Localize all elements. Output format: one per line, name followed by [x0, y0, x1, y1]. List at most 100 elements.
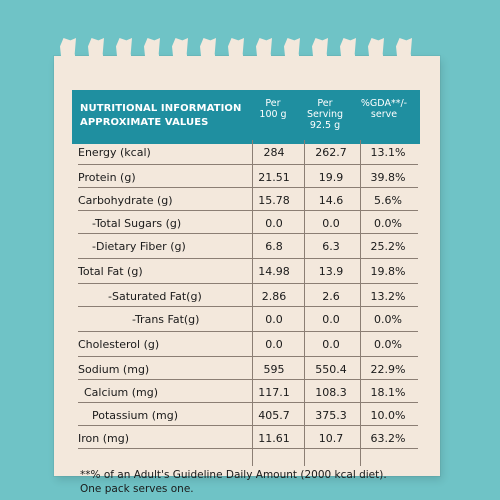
value-per-100g: 405.7 [258, 409, 290, 422]
paper-tear [284, 38, 300, 62]
value-gda: 5.6% [374, 194, 402, 207]
footnote: **% of an Adult's Guideline Daily Amount… [80, 468, 430, 496]
header-col-line: Per [317, 98, 333, 109]
value-per-serving: 10.7 [318, 432, 344, 445]
table-row: Sodium (mg) 595 550.4 22.9% [78, 357, 418, 380]
value-per-100g: 0.0 [265, 338, 283, 351]
column-divider [304, 140, 305, 466]
value-per-serving: 375.3 [315, 409, 347, 422]
value-per-serving: 0.0 [322, 313, 340, 326]
nutrient-name: -Saturated Fat(g) [108, 290, 202, 303]
header-title-line: NUTRITIONAL INFORMATION [80, 103, 242, 114]
value-gda: 0.0% [374, 313, 402, 326]
nutrition-label-paper: NUTRITIONAL INFORMATION APPROXIMATE VALU… [54, 38, 440, 495]
value-per-serving: 6.3 [322, 240, 340, 253]
value-per-serving: 108.3 [315, 386, 347, 399]
value-per-100g: 0.0 [265, 313, 283, 326]
value-gda: 0.0% [374, 338, 402, 351]
paper-tear [340, 38, 356, 62]
nutrient-name: Sodium (mg) [78, 363, 150, 376]
value-per-100g: 21.51 [258, 171, 290, 184]
column-divider [252, 140, 253, 466]
table-row: -Trans Fat(g) 0.0 0.0 0.0% [78, 307, 418, 332]
value-per-100g: 6.8 [265, 240, 283, 253]
table-row: -Dietary Fiber (g) 6.8 6.3 25.2% [78, 234, 418, 259]
paper-tear [256, 38, 272, 62]
value-per-serving: 19.9 [318, 171, 344, 184]
column-divider [360, 140, 361, 466]
nutrient-name: -Trans Fat(g) [132, 313, 200, 326]
header-per-serving: Per Serving 92.5 g [298, 98, 352, 131]
table-row: Potassium (mg) 405.7 375.3 10.0% [78, 403, 418, 426]
value-per-100g: 2.86 [261, 290, 287, 303]
nutrient-name: Energy (kcal) [78, 146, 151, 159]
header-col-line: serve [370, 109, 398, 120]
nutrient-name: Cholesterol (g) [78, 338, 160, 351]
value-gda: 19.8% [370, 265, 406, 278]
header-title: NUTRITIONAL INFORMATION APPROXIMATE VALU… [80, 102, 250, 130]
paper-tear [60, 38, 76, 62]
header-col-line: %GDA**/- [360, 98, 408, 109]
paper-tear [144, 38, 160, 62]
header-col-line: Per [265, 98, 281, 109]
nutrition-table: Energy (kcal) 284 262.7 13.1% Protein (g… [78, 140, 418, 449]
nutrient-name: -Total Sugars (g) [92, 217, 182, 230]
value-gda: 0.0% [374, 217, 402, 230]
header-col-line: 100 g [259, 109, 287, 120]
header-per-100g: Per 100 g [254, 98, 292, 120]
value-gda: 18.1% [370, 386, 406, 399]
paper-tear [368, 38, 384, 62]
table-row: Iron (mg) 11.61 10.7 63.2% [78, 426, 418, 449]
nutrient-name: Potassium (mg) [92, 409, 179, 422]
value-per-100g: 0.0 [265, 217, 283, 230]
nutrient-name: Total Fat (g) [78, 265, 143, 278]
value-gda: 39.8% [370, 171, 406, 184]
table-row: Calcium (mg) 117.1 108.3 18.1% [78, 380, 418, 403]
value-gda: 13.1% [370, 146, 406, 159]
value-per-100g: 14.98 [258, 265, 290, 278]
value-gda: 22.9% [370, 363, 406, 376]
value-per-100g: 595 [263, 363, 285, 376]
value-per-100g: 15.78 [258, 194, 290, 207]
nutrient-name: Protein (g) [78, 171, 136, 184]
paper-tear [200, 38, 216, 62]
paper-tear [396, 38, 412, 62]
value-per-serving: 262.7 [315, 146, 347, 159]
value-gda: 63.2% [370, 432, 406, 445]
value-per-serving: 2.6 [322, 290, 340, 303]
value-per-100g: 117.1 [258, 386, 290, 399]
paper-tear [228, 38, 244, 62]
nutrient-name: -Dietary Fiber (g) [92, 240, 186, 253]
value-per-serving: 0.0 [322, 338, 340, 351]
paper-tear [172, 38, 188, 62]
footnote-line: One pack serves one. [80, 483, 194, 495]
value-per-serving: 550.4 [315, 363, 347, 376]
value-per-serving: 14.6 [318, 194, 344, 207]
nutrient-name: Calcium (mg) [84, 386, 159, 399]
value-gda: 25.2% [370, 240, 406, 253]
paper-tear [312, 38, 328, 62]
table-row: Carbohydrate (g) 15.78 14.6 5.6% [78, 188, 418, 211]
table-row: Cholesterol (g) 0.0 0.0 0.0% [78, 332, 418, 357]
table-row: -Saturated Fat(g) 2.86 2.6 13.2% [78, 284, 418, 307]
nutrient-name: Carbohydrate (g) [78, 194, 173, 207]
value-gda: 13.2% [370, 290, 406, 303]
table-row: Energy (kcal) 284 262.7 13.1% [78, 140, 418, 165]
value-per-serving: 0.0 [322, 217, 340, 230]
table-row: Protein (g) 21.51 19.9 39.8% [78, 165, 418, 188]
value-gda: 10.0% [370, 409, 406, 422]
header-title-line: APPROXIMATE VALUES [80, 117, 209, 128]
value-per-serving: 13.9 [318, 265, 344, 278]
value-per-100g: 284 [263, 146, 285, 159]
header-col-line: 92.5 g [309, 120, 341, 131]
table-header: NUTRITIONAL INFORMATION APPROXIMATE VALU… [72, 90, 420, 144]
footnote-line: **% of an Adult's Guideline Daily Amount… [80, 469, 387, 481]
paper-tear [116, 38, 132, 62]
paper-tear [88, 38, 104, 62]
value-per-100g: 11.61 [258, 432, 290, 445]
table-row: -Total Sugars (g) 0.0 0.0 0.0% [78, 211, 418, 234]
header-col-line: Serving [306, 109, 344, 120]
header-gda: %GDA**/- serve [352, 98, 416, 120]
nutrient-name: Iron (mg) [78, 432, 130, 445]
table-row: Total Fat (g) 14.98 13.9 19.8% [78, 259, 418, 284]
